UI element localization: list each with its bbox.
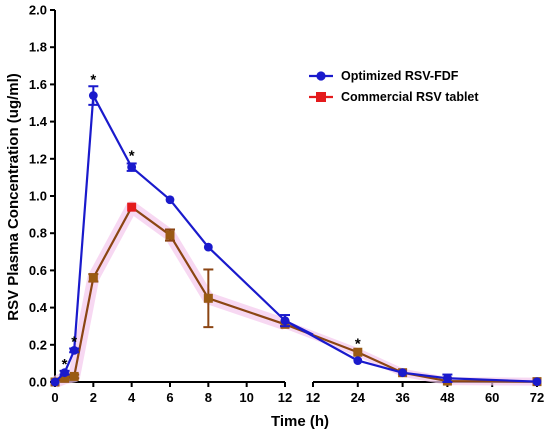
y-tick-label: 0.4 [29, 300, 48, 315]
x-tick-label: 2 [90, 390, 97, 405]
x-tick-label: 12 [306, 390, 320, 405]
y-tick-label: 0.6 [29, 263, 47, 278]
axes: 0.00.20.40.60.81.01.21.41.61.82.00 2 4 6 8 10… [29, 3, 544, 406]
significance-annotation: * [71, 334, 77, 351]
y-tick-label: 2.0 [29, 3, 47, 18]
series-2-point [127, 202, 137, 212]
series-1-point [60, 368, 69, 378]
legend-marker-series-2 [316, 92, 326, 102]
x-tick-label: 24 [351, 390, 366, 405]
significance-annotation: * [62, 356, 68, 373]
significance-annotation: * [129, 148, 135, 165]
series-1-point [127, 162, 137, 172]
x-tick-label: 8 [205, 390, 212, 405]
series-2-point [69, 371, 79, 381]
y-tick-label: 1.2 [29, 151, 47, 166]
x-tick-label: 10 [239, 390, 253, 405]
x-tick-label: 4 [128, 390, 136, 405]
series-layer [50, 85, 542, 388]
series-1-point [88, 91, 98, 100]
x-tick-label: 36 [395, 390, 409, 405]
x-tick-label: 6 [166, 390, 173, 405]
annotations: ***** [62, 71, 361, 373]
series-1-point [165, 195, 175, 205]
series-1-point [443, 373, 452, 383]
x-axis-title: Time (h) [271, 413, 329, 430]
y-tick-label: 0.8 [29, 226, 47, 241]
x-tick-label: 60 [485, 390, 499, 405]
significance-annotation: * [90, 71, 96, 88]
significance-annotation: * [355, 335, 361, 352]
legend-label-series-1: Optimized RSV-FDF [341, 69, 459, 83]
series-1-line-b [283, 319, 538, 383]
y-tick-label: 0.0 [29, 375, 47, 390]
y-tick-label: 1.8 [29, 40, 47, 55]
y-tick-label: 0.2 [29, 337, 47, 352]
series-1-point [353, 356, 363, 366]
x-tick-label: 0 [51, 390, 58, 405]
x-tick-label: 12 [278, 390, 292, 405]
y-axis-title: RSV Plasma Concentration (ug/ml) [5, 73, 22, 321]
legend-marker-series-1 [316, 71, 326, 81]
legend-label-series-2: Commercial RSV tablet [341, 90, 479, 104]
series-2-point [203, 293, 213, 303]
series-1-point [203, 242, 213, 252]
series-1-point [532, 377, 542, 387]
legend-item-series-2: Commercial RSV tablet [309, 90, 479, 104]
series-2-point [88, 273, 98, 283]
y-tick-label: 1.0 [29, 189, 47, 204]
x-tick-label: 48 [440, 390, 454, 405]
legend: Optimized RSV-FDF Commercial RSV tablet [309, 69, 479, 104]
series-1 [50, 85, 542, 387]
series-1-point [280, 316, 290, 326]
y-tick-label: 1.4 [29, 114, 48, 129]
series-1-point [398, 368, 407, 378]
series-2-point [353, 347, 363, 357]
x-tick-label: 72 [530, 390, 544, 405]
series-2-point [60, 373, 70, 383]
series-2 [50, 201, 542, 388]
legend-item-series-1: Optimized RSV-FDF [309, 69, 459, 83]
y-tick-label: 1.6 [29, 77, 47, 92]
series-1-point [50, 377, 60, 387]
series-2-point [165, 230, 175, 240]
series-1-point [69, 345, 79, 355]
